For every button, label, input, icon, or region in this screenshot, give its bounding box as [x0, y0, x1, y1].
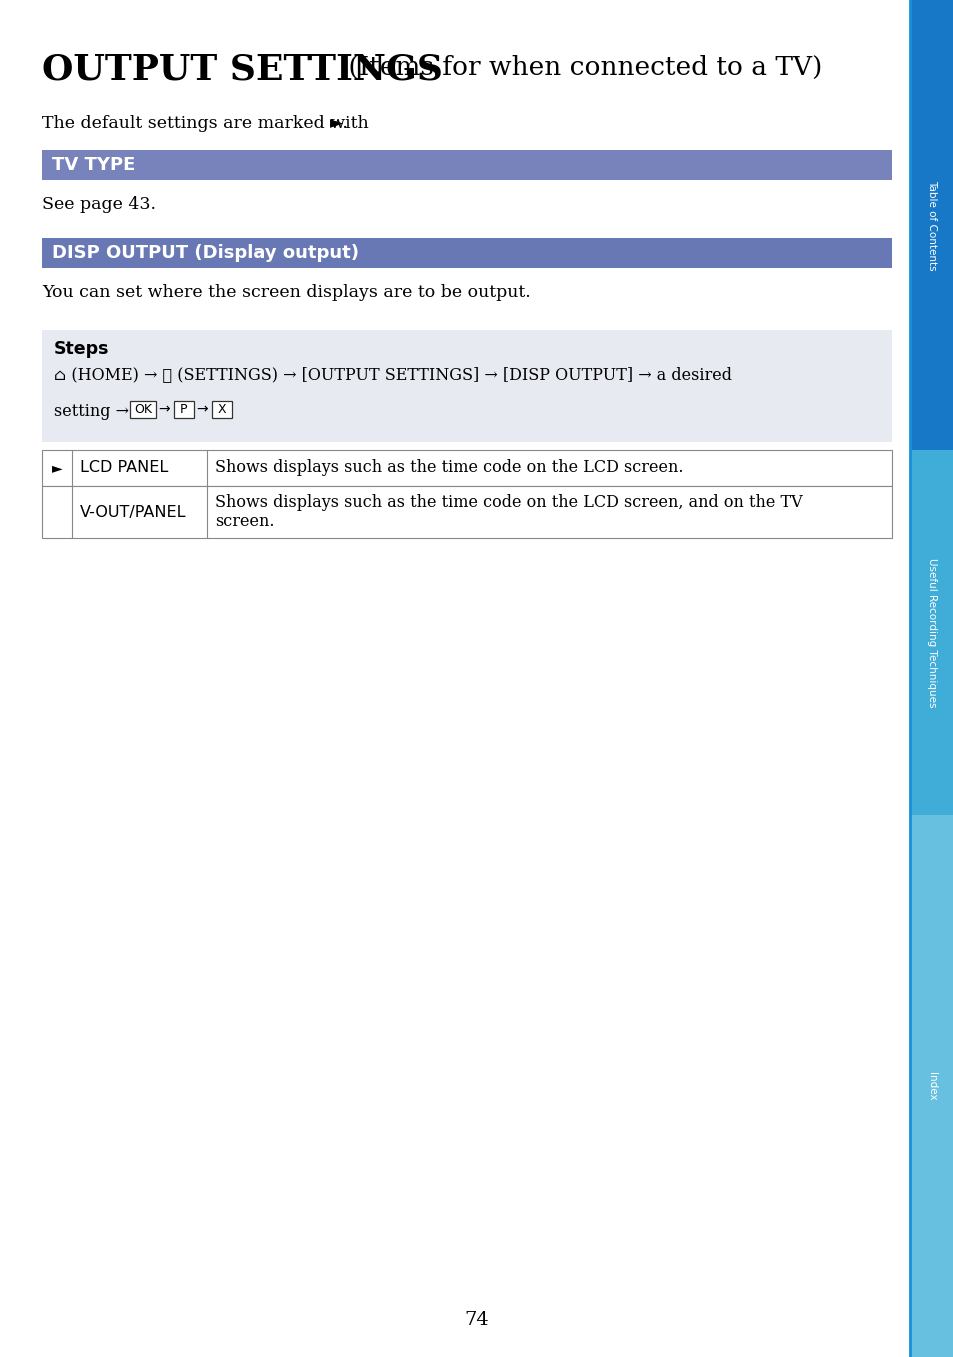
Text: X: X [217, 403, 226, 417]
Bar [909, 816, 953, 1357]
Bar [42, 486, 891, 537]
Bar [42, 330, 891, 442]
Bar [42, 237, 891, 267]
Text: 74: 74 [464, 1311, 489, 1329]
Text: OK: OK [133, 403, 152, 417]
Text: (Items for when connected to a TV): (Items for when connected to a TV) [339, 56, 821, 80]
Text: Steps: Steps [54, 341, 110, 358]
Bar [909, 0, 953, 451]
Text: V-OUT/PANEL: V-OUT/PANEL [80, 505, 186, 520]
Text: Shows displays such as the time code on the LCD screen.: Shows displays such as the time code on … [214, 460, 682, 476]
Text: →: → [195, 403, 208, 417]
Bar [42, 151, 891, 180]
Text: Shows displays such as the time code on the LCD screen, and on the TV
screen.: Shows displays such as the time code on … [214, 494, 801, 531]
Text: You can set where the screen displays are to be output.: You can set where the screen displays ar… [42, 284, 530, 301]
Text: OUTPUT SETTINGS: OUTPUT SETTINGS [42, 52, 442, 85]
Text: See page 43.: See page 43. [42, 195, 156, 213]
Text: LCD PANEL: LCD PANEL [80, 460, 168, 475]
Text: TV TYPE: TV TYPE [52, 156, 135, 174]
Text: ►.: ►. [330, 115, 349, 132]
Text: setting →: setting → [54, 403, 134, 421]
Text: P: P [180, 403, 188, 417]
Bar [212, 402, 232, 418]
Text: →: → [158, 403, 170, 417]
Text: DISP OUTPUT (Display output): DISP OUTPUT (Display output) [52, 244, 358, 262]
Bar [173, 402, 193, 418]
Bar [130, 402, 156, 418]
Text: ⌂ (HOME) → ⚿ (SETTINGS) → [OUTPUT SETTINGS] → [DISP OUTPUT] → a desired: ⌂ (HOME) → ⚿ (SETTINGS) → [OUTPUT SETTIN… [54, 366, 731, 383]
Text: ►: ► [51, 461, 62, 475]
Bar [42, 451, 891, 486]
Text: Table of Contents: Table of Contents [926, 179, 936, 270]
Text: Index: Index [926, 1072, 936, 1101]
Text: The default settings are marked with: The default settings are marked with [42, 115, 374, 132]
Bar [909, 451, 953, 816]
Text: Useful Recording Techniques: Useful Recording Techniques [926, 558, 936, 707]
